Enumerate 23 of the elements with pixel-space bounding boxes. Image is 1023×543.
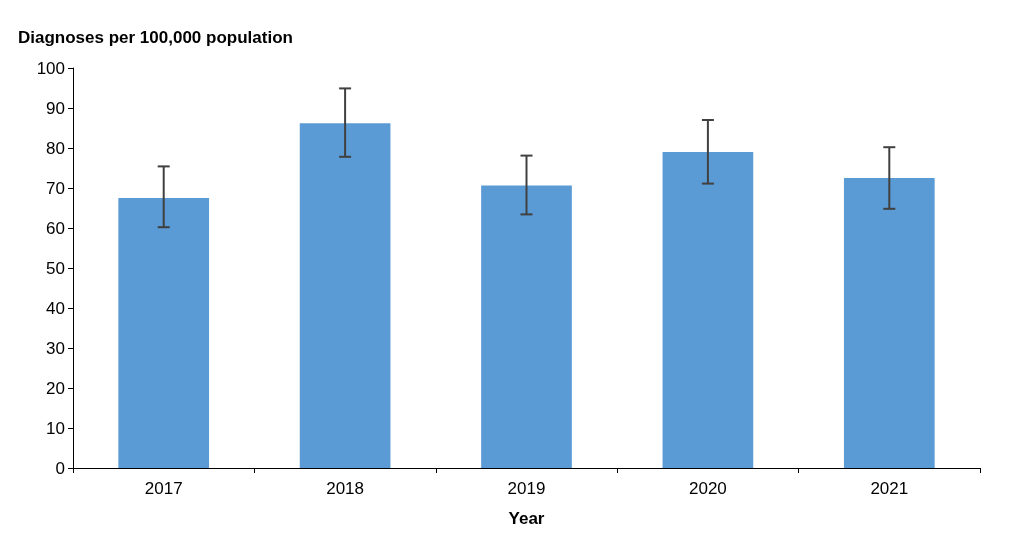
x-axis-title: Year [508, 509, 545, 528]
bar [299, 123, 391, 468]
y-tick-label: 60 [46, 218, 65, 238]
x-tick-label: 2021 [870, 479, 909, 498]
bar [843, 178, 935, 468]
y-tick-label: 10 [46, 418, 65, 438]
y-tick-label: 0 [55, 458, 65, 478]
x-tick-label: 2019 [507, 479, 546, 498]
y-tick-label: 40 [46, 298, 65, 318]
y-tick-label: 100 [36, 58, 65, 78]
y-tick-label: 30 [46, 338, 65, 358]
bar [118, 198, 210, 468]
x-tick-label: 2018 [326, 479, 365, 498]
bar [662, 152, 754, 468]
y-tick-label: 90 [46, 98, 65, 118]
y-tick-label: 50 [46, 258, 65, 278]
bar [481, 185, 572, 468]
y-tick-label: 70 [46, 178, 65, 198]
y-tick-label: 20 [46, 378, 65, 398]
y-axis-title: Diagnoses per 100,000 population [18, 28, 293, 47]
x-tick-label: 2017 [144, 479, 183, 498]
y-tick-label: 80 [46, 138, 65, 158]
x-tick-label: 2020 [688, 479, 727, 498]
